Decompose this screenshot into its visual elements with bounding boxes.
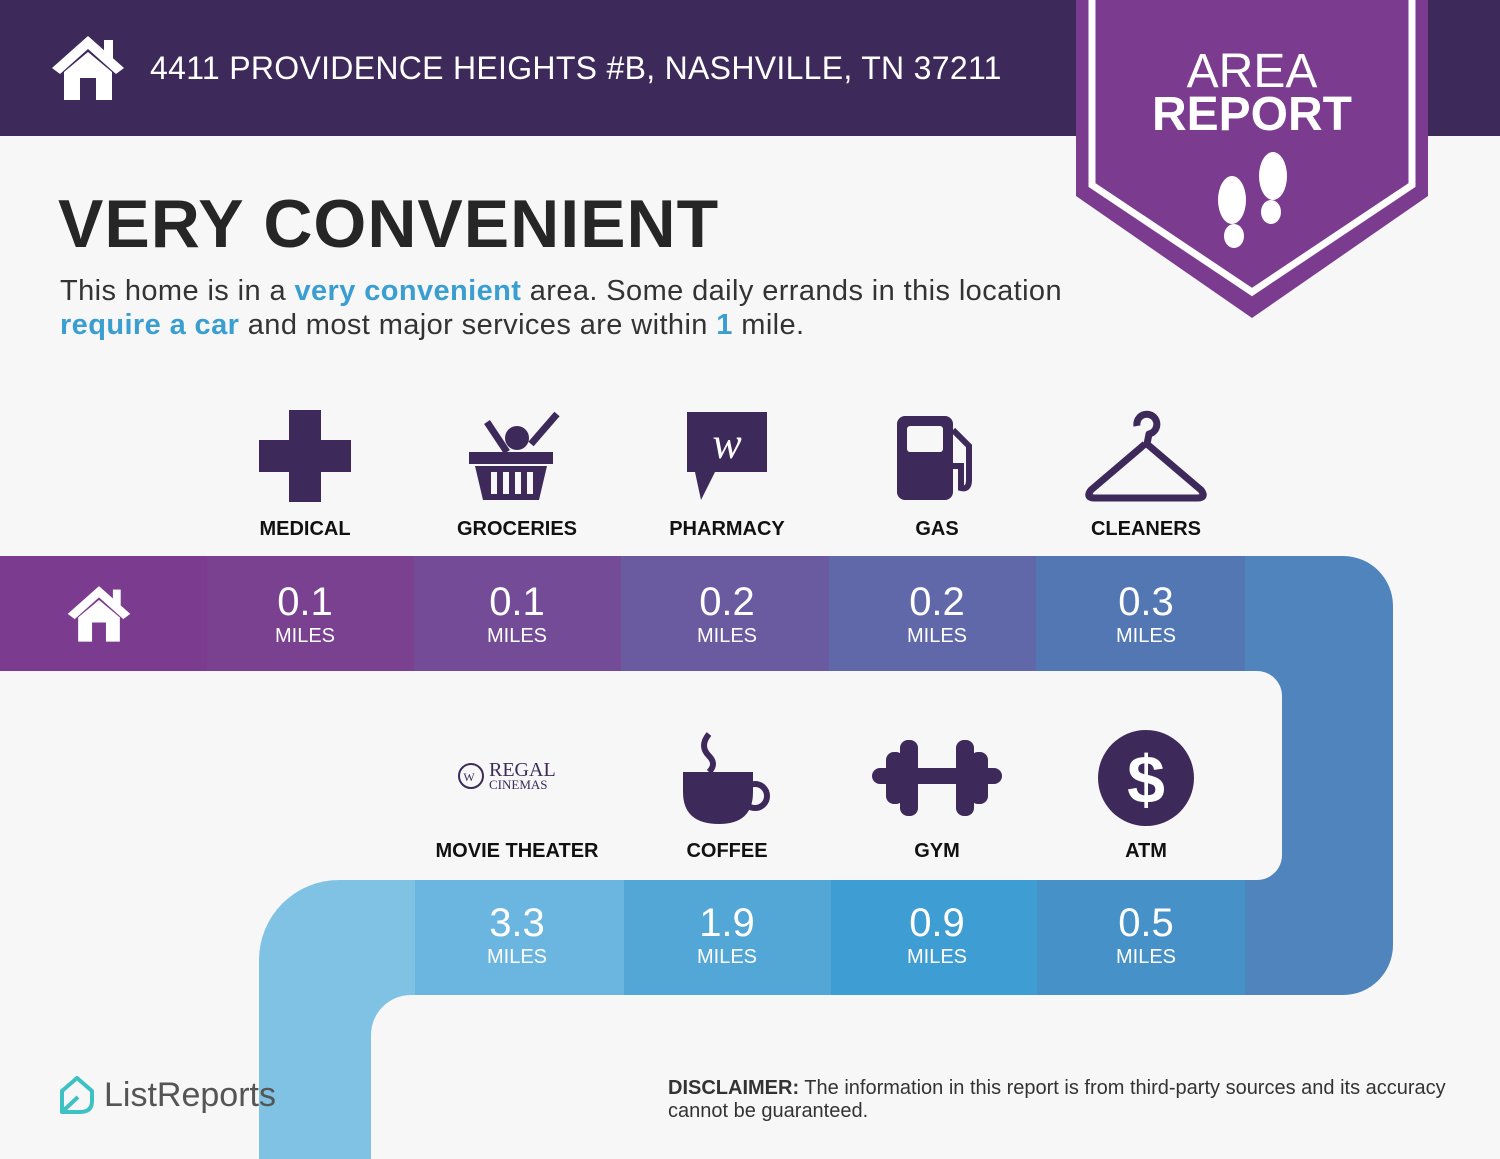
category-label: ATM bbox=[1125, 840, 1167, 862]
svg-text:REGAL: REGAL bbox=[489, 759, 556, 781]
description: This home is in a very convenient area. … bbox=[60, 275, 1062, 341]
svg-text:CINEMAS: CINEMAS bbox=[489, 777, 548, 792]
category-label: GYM bbox=[914, 840, 960, 862]
svg-text:W: W bbox=[463, 770, 475, 784]
grocery-basket-icon bbox=[452, 406, 582, 506]
brand-name: ListReports bbox=[104, 1075, 276, 1114]
distance-value: 0.2 MILES bbox=[906, 580, 968, 647]
svg-text:$: $ bbox=[1127, 742, 1165, 818]
hanger-icon bbox=[1081, 406, 1211, 506]
badge-line1: AREA bbox=[1186, 45, 1318, 98]
regal-cinemas-logo: W REGAL CINEMAS bbox=[452, 726, 582, 826]
badge-line2: REPORT bbox=[1151, 88, 1352, 141]
medical-cross-icon bbox=[240, 406, 370, 506]
disclaimer: DISCLAIMER: The information in this repo… bbox=[668, 1077, 1446, 1122]
category-label: PHARMACY bbox=[669, 518, 785, 540]
svg-text:w: w bbox=[712, 419, 742, 468]
walgreens-logo-icon: w bbox=[662, 406, 792, 506]
footprints-icon bbox=[1218, 152, 1287, 248]
route-path bbox=[0, 556, 1393, 1159]
dollar-icon: $ bbox=[1081, 728, 1211, 828]
dumbbell-icon bbox=[872, 728, 1002, 828]
distance-value: 1.9 MILES bbox=[696, 901, 758, 968]
gas-pump-icon bbox=[872, 406, 1002, 506]
page-title: VERY CONVENIENT bbox=[58, 186, 720, 262]
distance-value: 0.1 MILES bbox=[486, 580, 548, 647]
distance-value: 0.1 MILES bbox=[274, 580, 336, 647]
property-address: 4411 PROVIDENCE HEIGHTS #B, NASHVILLE, T… bbox=[150, 50, 1002, 86]
category-label: CLEANERS bbox=[1090, 518, 1201, 540]
listreports-logo-icon bbox=[60, 1076, 94, 1114]
distance-value: 0.3 MILES bbox=[1115, 580, 1177, 647]
category-label: GAS bbox=[915, 518, 959, 540]
distance-value: 0.2 MILES bbox=[696, 580, 758, 647]
home-marker-icon bbox=[67, 586, 131, 642]
category-label: MEDICAL bbox=[259, 518, 351, 540]
category-label: COFFEE bbox=[686, 840, 768, 862]
distance-value: 0.9 MILES bbox=[906, 901, 968, 968]
listreports-logo: ListReports bbox=[58, 1075, 276, 1115]
category-label: MOVIE THEATER bbox=[435, 840, 599, 862]
category-label: GROCERIES bbox=[456, 518, 578, 540]
area-report-badge bbox=[1076, 0, 1428, 318]
distance-value: 3.3 MILES bbox=[486, 901, 548, 968]
house-icon bbox=[52, 36, 124, 100]
distance-value: 0.5 MILES bbox=[1115, 901, 1177, 968]
coffee-cup-icon bbox=[662, 730, 792, 830]
